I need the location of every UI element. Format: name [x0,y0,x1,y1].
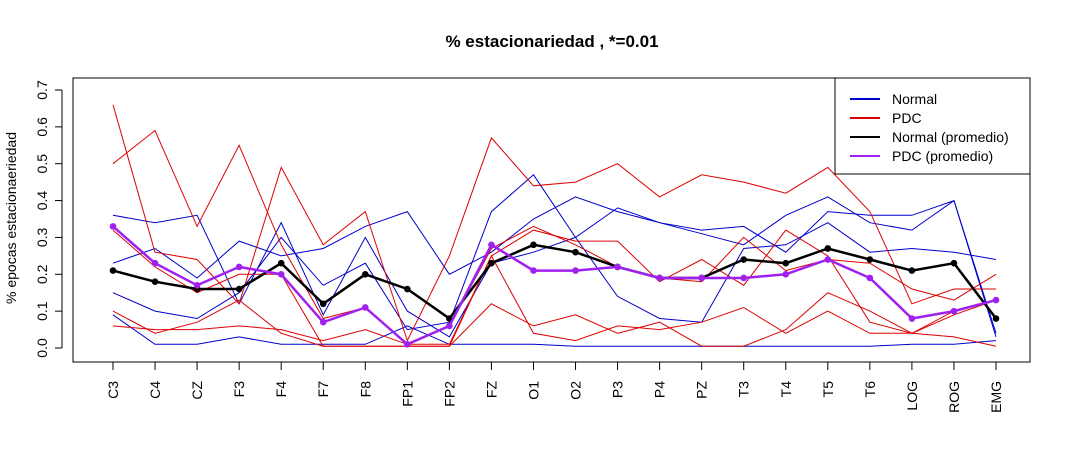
mean-series-line [112,243,997,321]
mean-point [109,223,117,230]
mean-point [614,263,621,271]
mean-point [277,259,285,267]
legend-label: Normal [892,91,937,107]
y-tick-label: 0.7 [34,80,50,100]
y-tick-label: 0.2 [34,264,50,284]
x-tick-label: LOG [904,381,920,411]
series-line-normal [112,174,997,331]
y-tick-label: 0.0 [34,338,50,358]
series-line-normal [112,199,997,338]
x-tick-label: T3 [736,381,752,398]
mean-point [151,278,159,285]
mean-point [698,274,705,282]
y-tick-label: 0.1 [34,301,50,321]
x-tick-label: F4 [273,381,289,398]
x-tick-label: FP2 [441,381,457,407]
mean-point [404,285,411,293]
x-tick-label: T4 [778,381,794,398]
legend-label: PDC [892,110,922,126]
y-axis-label: % epocas estacionaeriedad [3,132,19,304]
x-tick-label: C4 [147,381,163,399]
y-tick-label: 0.6 [34,117,50,137]
mean-point [782,270,790,278]
x-tick-label: F7 [315,381,331,398]
x-tick-label: PZ [694,381,710,399]
mean-point [151,259,159,267]
mean-series-line [112,225,997,346]
legend-label: Normal (promedio) [892,129,1009,145]
x-tick-label: C3 [105,381,121,399]
mean-point [404,341,411,348]
x-tick-label: FP1 [399,381,415,407]
x-tick-label: CZ [189,381,205,400]
mean-point [782,259,790,267]
plot-lines [109,104,1000,348]
mean-point [488,259,495,267]
mean-point [950,307,958,315]
mean-point [193,282,201,289]
legend: Normal PDC Normal (promedio) PDC (promedio) [834,77,1031,175]
x-tick-label: P4 [652,381,668,398]
mean-point [361,270,369,278]
axes: 0.0 0.1 0.2 0.3 0.4 0.5 0.6 0.7 C3 C4 CZ F3 F4 F7 F8 FP… [34,80,1004,413]
x-tick-label: O2 [568,381,584,400]
series-line-pdc [112,229,997,347]
mean-point [908,267,916,274]
mean-point [740,256,748,263]
mean-point [530,241,537,249]
mean-point [656,274,663,282]
mean-point [740,274,748,282]
mean-point [950,259,958,267]
mean-point [824,245,832,252]
mean-point [572,248,579,256]
x-tick-label: O1 [525,381,541,400]
chart-title: % estacionariedad , *=0.01 [445,32,658,51]
series-line-normal [112,314,997,347]
mean-point [908,315,916,322]
x-tick-label: FZ [483,381,499,399]
y-tick-label: 0.4 [34,191,50,211]
mean-point [530,267,537,274]
legend-box [834,77,1031,175]
mean-point [235,285,243,293]
mean-point [488,241,495,249]
series-line-pdc [112,104,996,342]
mean-point [992,315,1000,322]
y-tick-label: 0.3 [34,227,50,247]
series-line-pdc [112,229,997,345]
mean-point [866,274,874,282]
mean-point [361,304,369,311]
mean-point [446,322,453,330]
mean-point [572,267,579,274]
mean-point [109,267,117,274]
x-tick-label: T6 [862,381,878,398]
mean-point [992,296,1000,304]
legend-label: PDC (promedio) [892,148,993,164]
series-line-pdc [112,292,997,347]
x-tick-label: F8 [357,381,373,398]
y-tick-label: 0.5 [34,154,50,174]
mean-point [866,256,874,263]
mean-point [319,318,327,326]
mean-point [235,263,243,271]
mean-point [824,256,832,263]
x-tick-label: ROG [946,381,962,413]
series-line-normal [112,196,997,338]
x-tick-label: F3 [231,381,247,398]
mean-point [319,300,327,308]
x-tick-label: EMG [988,381,1004,413]
mean-point [277,270,285,278]
x-tick-label: P3 [610,381,626,398]
x-tick-label: T5 [820,381,836,398]
